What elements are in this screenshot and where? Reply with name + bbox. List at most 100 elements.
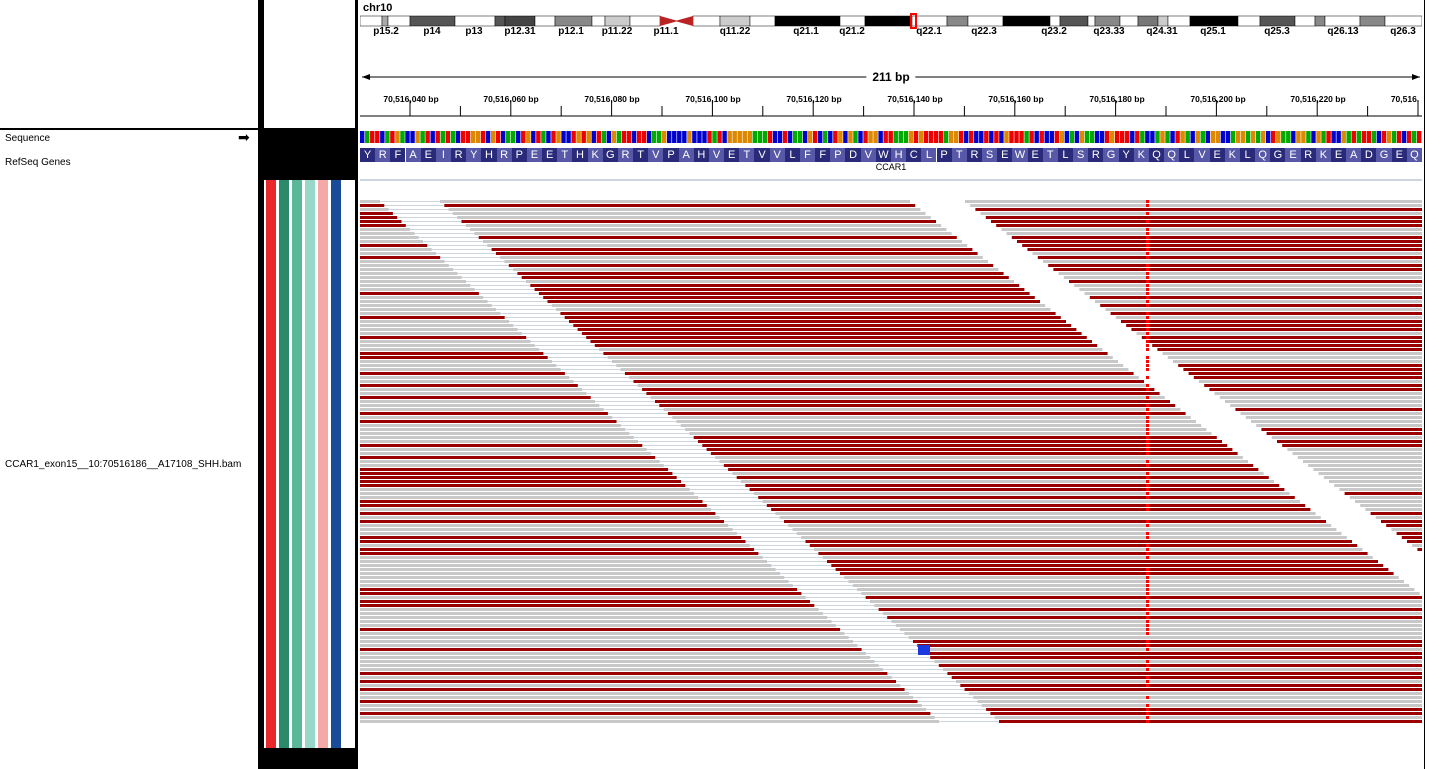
read[interactable] xyxy=(360,432,630,435)
mismatch-base[interactable] xyxy=(1146,536,1149,539)
read[interactable] xyxy=(517,272,1004,275)
read[interactable] xyxy=(1037,256,1422,259)
mismatch-base[interactable] xyxy=(1146,648,1149,651)
read[interactable] xyxy=(360,316,505,319)
read[interactable] xyxy=(741,480,1274,483)
read[interactable] xyxy=(1063,276,1422,279)
read[interactable] xyxy=(360,200,380,203)
read[interactable] xyxy=(1375,516,1422,519)
read[interactable] xyxy=(360,560,767,563)
read[interactable] xyxy=(564,316,1061,319)
read[interactable] xyxy=(839,572,1394,575)
read[interactable] xyxy=(891,620,1423,623)
read[interactable] xyxy=(360,220,402,223)
read[interactable] xyxy=(360,264,449,267)
read[interactable] xyxy=(1225,400,1422,403)
read[interactable] xyxy=(360,304,492,307)
mismatch-base[interactable] xyxy=(1146,520,1149,523)
attr-color-cell[interactable] xyxy=(279,180,289,748)
read[interactable] xyxy=(996,224,1422,227)
read[interactable] xyxy=(607,356,1113,359)
read[interactable] xyxy=(360,268,454,271)
read[interactable] xyxy=(706,448,1233,451)
read[interactable] xyxy=(448,208,921,211)
mismatch-base[interactable] xyxy=(1146,428,1149,431)
mismatch-base[interactable] xyxy=(1146,608,1149,611)
read[interactable] xyxy=(663,408,1181,411)
read[interactable] xyxy=(569,320,1066,323)
read[interactable] xyxy=(360,528,733,531)
mismatch-base[interactable] xyxy=(1146,504,1149,507)
read[interactable] xyxy=(360,380,574,383)
read[interactable] xyxy=(913,640,1422,643)
read[interactable] xyxy=(360,472,673,475)
read[interactable] xyxy=(360,236,419,239)
read[interactable] xyxy=(360,288,475,291)
mismatch-base[interactable] xyxy=(1146,684,1149,687)
read[interactable] xyxy=(1344,492,1422,495)
read[interactable] xyxy=(360,360,552,363)
read[interactable] xyxy=(360,344,535,347)
read[interactable] xyxy=(642,388,1155,391)
read[interactable] xyxy=(956,680,1422,683)
attr-color-cell[interactable] xyxy=(305,180,315,748)
read[interactable] xyxy=(360,272,458,275)
read[interactable] xyxy=(1271,436,1422,439)
mismatch-base[interactable] xyxy=(1146,280,1149,283)
read[interactable] xyxy=(970,204,1422,207)
mismatch-base[interactable] xyxy=(1146,488,1149,491)
read[interactable] xyxy=(360,644,858,647)
read[interactable] xyxy=(360,648,862,651)
read[interactable] xyxy=(895,624,1422,627)
read[interactable] xyxy=(655,400,1170,403)
mismatch-base[interactable] xyxy=(1146,476,1149,479)
read[interactable] xyxy=(904,632,1422,635)
read[interactable] xyxy=(1282,444,1422,447)
mismatch-base[interactable] xyxy=(1146,712,1149,715)
read[interactable] xyxy=(360,632,845,635)
read[interactable] xyxy=(360,488,690,491)
read[interactable] xyxy=(360,232,415,235)
read[interactable] xyxy=(360,568,776,571)
mismatch-base[interactable] xyxy=(1146,660,1149,663)
read[interactable] xyxy=(360,444,643,447)
read[interactable] xyxy=(360,552,759,555)
read[interactable] xyxy=(461,220,937,223)
mismatch-base[interactable] xyxy=(1146,204,1149,207)
mismatch-base[interactable] xyxy=(1146,276,1149,279)
read[interactable] xyxy=(985,216,1422,219)
read[interactable] xyxy=(771,508,1311,511)
read[interactable] xyxy=(900,628,1422,631)
read[interactable] xyxy=(1032,252,1422,255)
read[interactable] xyxy=(1074,284,1422,287)
read[interactable] xyxy=(753,492,1290,495)
read[interactable] xyxy=(1230,404,1422,407)
read[interactable] xyxy=(360,664,879,667)
read[interactable] xyxy=(917,644,1422,647)
read[interactable] xyxy=(360,612,823,615)
read[interactable] xyxy=(1339,488,1422,491)
read[interactable] xyxy=(624,372,1134,375)
mismatch-base[interactable] xyxy=(1146,312,1149,315)
read[interactable] xyxy=(964,688,1422,691)
read[interactable] xyxy=(360,284,471,287)
read[interactable] xyxy=(921,648,1422,651)
mismatch-base[interactable] xyxy=(1146,328,1149,331)
read[interactable] xyxy=(457,216,931,219)
read[interactable] xyxy=(360,456,656,459)
read[interactable] xyxy=(360,352,544,355)
read[interactable] xyxy=(360,692,909,695)
mismatch-base[interactable] xyxy=(1146,320,1149,323)
mismatch-base[interactable] xyxy=(1146,508,1149,511)
read[interactable] xyxy=(360,604,815,607)
read[interactable] xyxy=(360,356,548,359)
sequence-track-name[interactable]: Sequence xyxy=(5,133,51,144)
read[interactable] xyxy=(491,248,973,251)
read[interactable] xyxy=(599,348,1103,351)
read[interactable] xyxy=(1391,528,1422,531)
read[interactable] xyxy=(1370,512,1422,515)
read[interactable] xyxy=(719,460,1249,463)
read[interactable] xyxy=(986,708,1422,711)
read[interactable] xyxy=(360,372,565,375)
mismatch-base[interactable] xyxy=(1146,340,1149,343)
